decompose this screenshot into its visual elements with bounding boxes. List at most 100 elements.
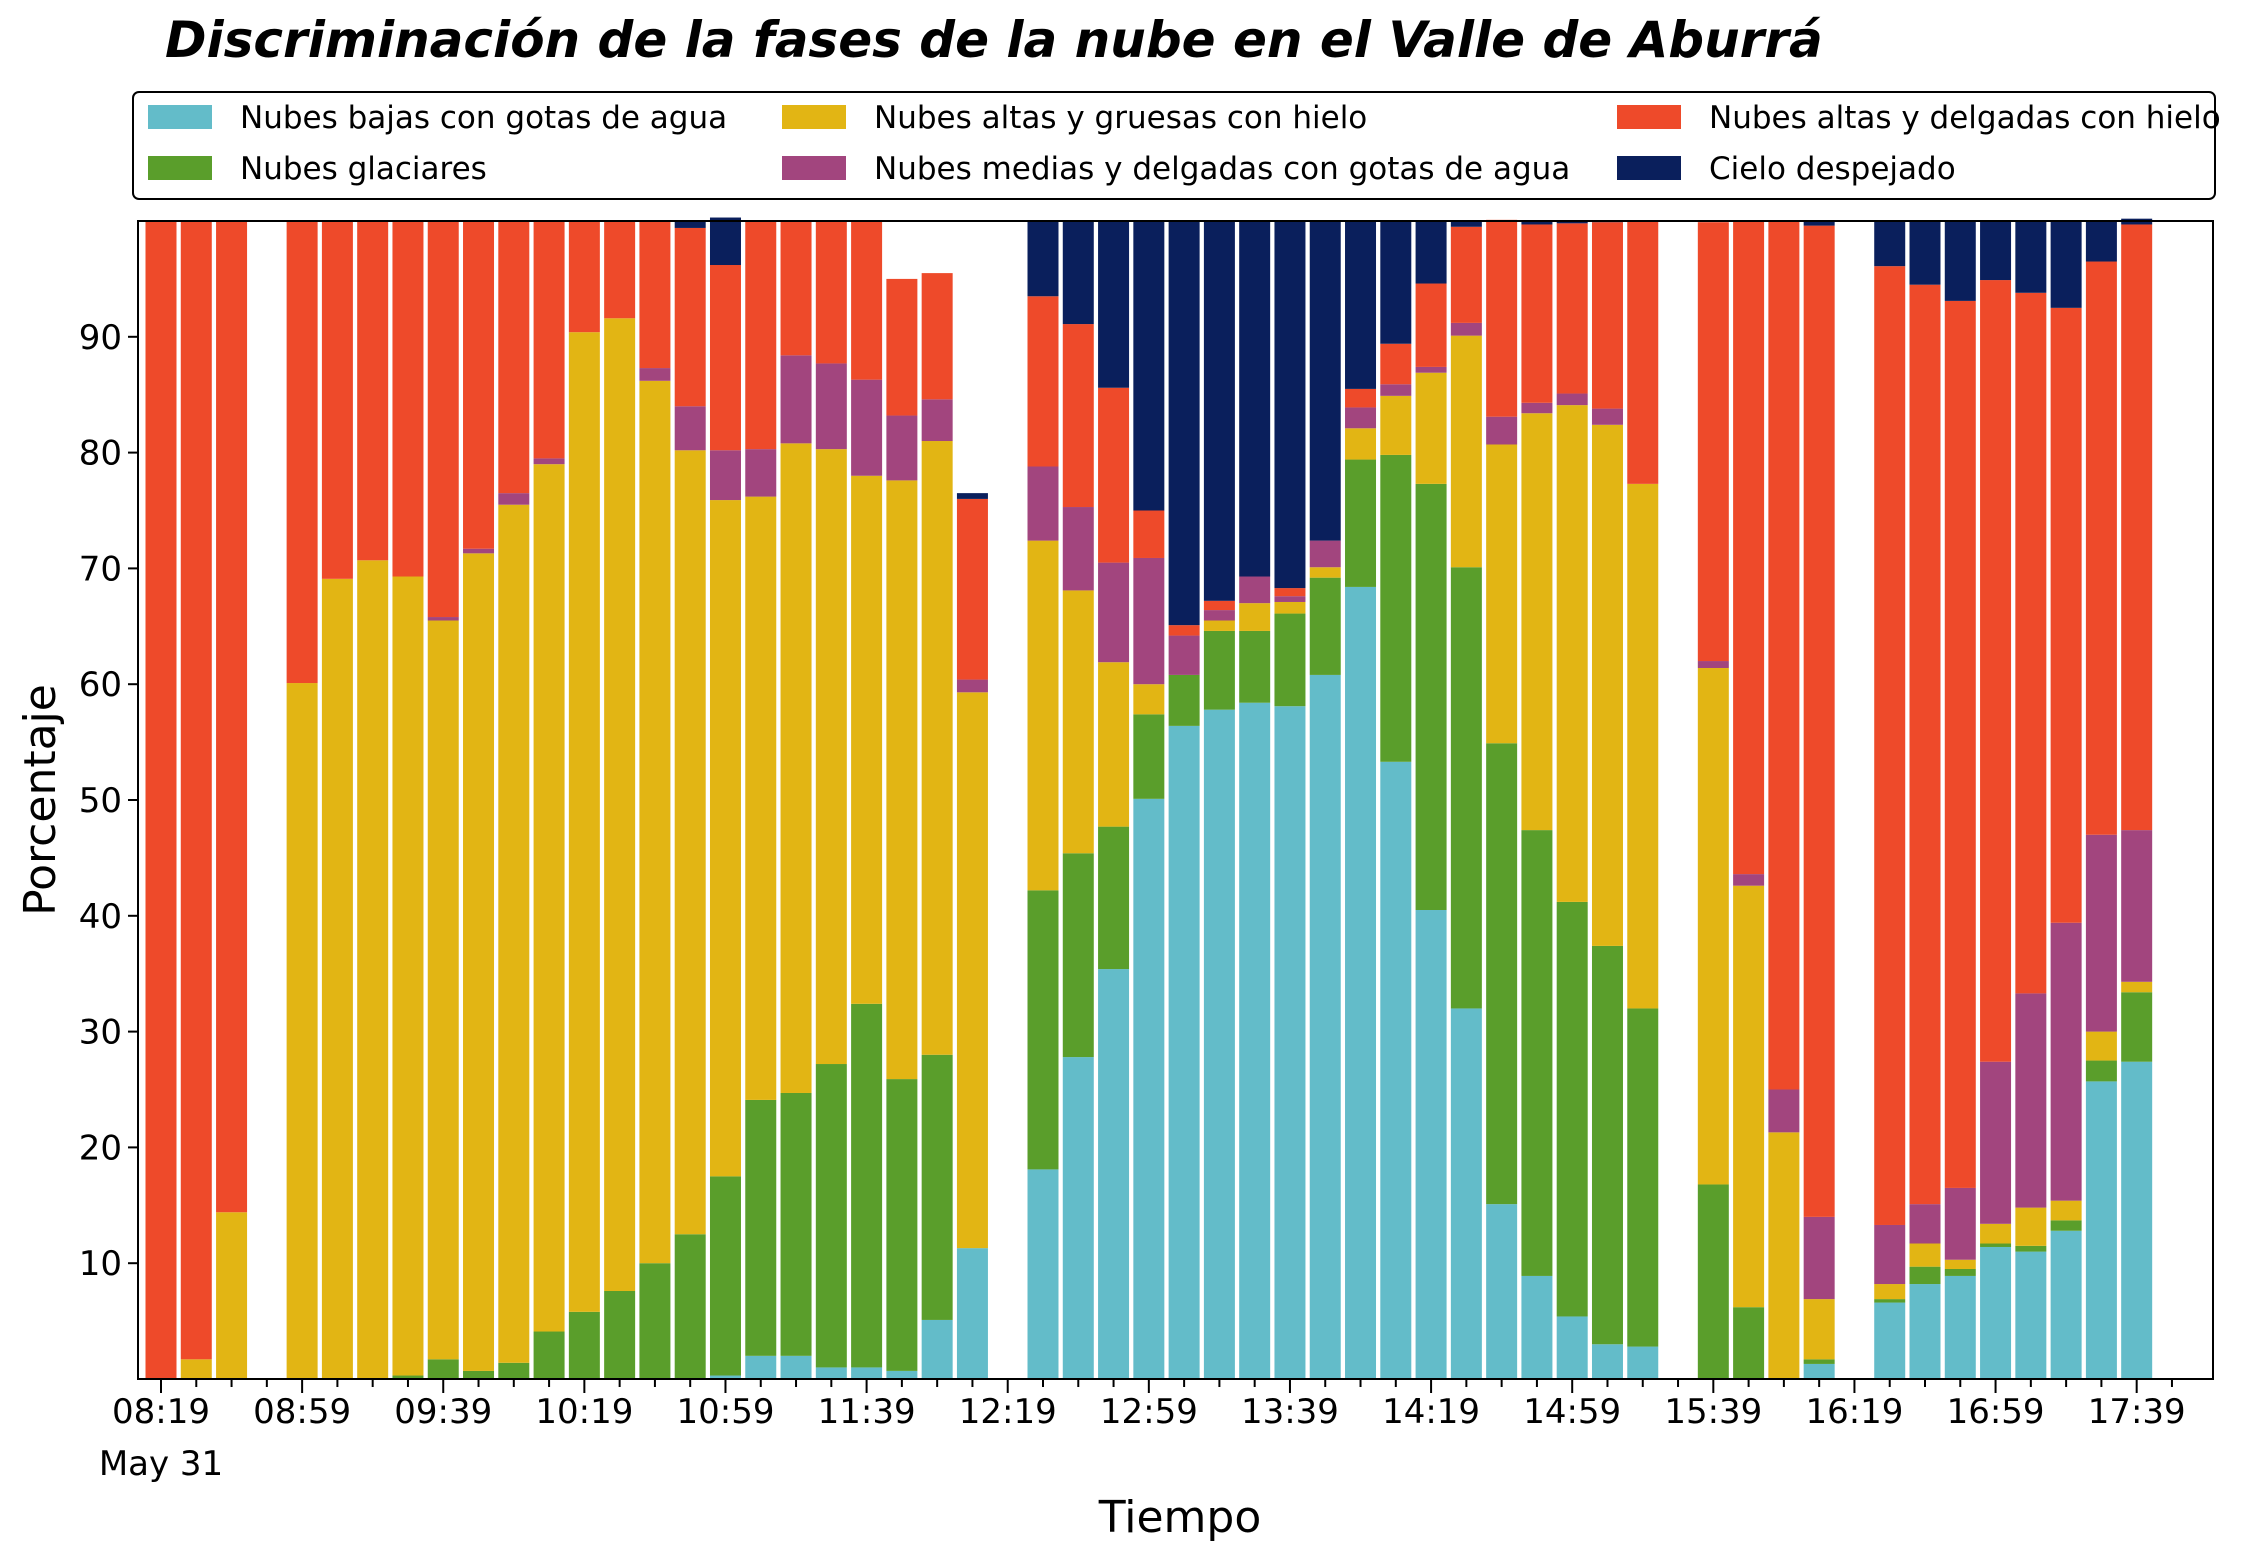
bar-segment xyxy=(180,221,212,1360)
bar-segment xyxy=(1027,466,1059,541)
bar-segment xyxy=(1309,221,1341,541)
bar-segment xyxy=(1944,1268,1976,1276)
bar-segment xyxy=(1697,661,1729,668)
bar-segment xyxy=(1239,603,1271,631)
bar-segment xyxy=(780,1355,812,1379)
bar-segment xyxy=(780,355,812,444)
legend-label: Nubes medias y delgadas con gotas de agu… xyxy=(874,151,1570,187)
bar-segment xyxy=(568,221,600,333)
bar-segment xyxy=(1803,1299,1835,1360)
bar-segment xyxy=(533,464,565,1332)
bar-segment xyxy=(815,449,847,1065)
bar-segment xyxy=(2050,307,2082,923)
bar-segment xyxy=(1874,1299,1906,1303)
bar-segment xyxy=(1874,1224,1906,1285)
bar-segment xyxy=(1133,221,1165,511)
bar-segment xyxy=(1203,221,1235,601)
bar-segment xyxy=(1450,226,1482,323)
bar-segment xyxy=(498,221,530,494)
bar-segment xyxy=(533,458,565,465)
bar-segment xyxy=(1944,1187,1976,1260)
bar-segment xyxy=(1697,667,1729,1185)
bar-segment xyxy=(886,480,918,1080)
bar-segment xyxy=(1733,885,1765,1308)
bar-segment xyxy=(815,1367,847,1379)
bar-segment xyxy=(1309,567,1341,578)
bar-segment xyxy=(1274,588,1306,597)
bar-segment xyxy=(1098,562,1130,663)
bar-segment xyxy=(1062,853,1094,1058)
bar-segment xyxy=(1521,224,1553,403)
bar-segment xyxy=(2121,830,2153,982)
bar-segment xyxy=(1380,395,1412,455)
y-tick-label: 10 xyxy=(79,1244,122,1284)
x-tick-label: 12:19 xyxy=(959,1392,1057,1432)
legend-swatch xyxy=(1617,105,1681,129)
bar-segment xyxy=(2121,224,2153,831)
bar-segment xyxy=(1486,1204,1518,1379)
bar-segment xyxy=(1274,601,1306,614)
bars xyxy=(145,217,2153,1379)
bar-segment xyxy=(1380,761,1412,1379)
bar-segment xyxy=(1874,1302,1906,1379)
bar-segment xyxy=(1168,725,1200,1379)
bar-segment xyxy=(463,553,495,1371)
bar-segment xyxy=(1309,540,1341,568)
bar-segment xyxy=(1239,221,1271,577)
legend-frame xyxy=(132,91,2216,200)
bar-segment xyxy=(815,1064,847,1368)
bar-segment xyxy=(1062,1057,1094,1379)
bar-segment xyxy=(1768,1132,1800,1379)
bar-segment xyxy=(851,1367,883,1379)
bar-segment xyxy=(1556,901,1588,1317)
bar-segment xyxy=(1345,407,1377,429)
bar-segment xyxy=(1274,596,1306,602)
bar-segment xyxy=(1168,221,1200,626)
bar-segment xyxy=(392,576,424,1376)
bar-segment xyxy=(1803,1216,1835,1300)
legend-swatch xyxy=(782,105,846,129)
bar-segment xyxy=(1944,1259,1976,1269)
bar-segment xyxy=(1980,1246,2012,1379)
bar-segment xyxy=(956,1248,988,1379)
bar-segment xyxy=(427,1359,459,1379)
bar-segment xyxy=(1733,221,1765,875)
bar-segment xyxy=(1803,1363,1835,1379)
bar-segment xyxy=(709,500,741,1177)
bar-segment xyxy=(1627,483,1659,1009)
bar-segment xyxy=(815,363,847,450)
bar-segment xyxy=(1380,343,1412,385)
bar-segment xyxy=(1309,577,1341,675)
bar-segment xyxy=(921,1054,953,1320)
bar-segment xyxy=(1380,221,1412,344)
bar-segment xyxy=(1380,384,1412,396)
bar-segment xyxy=(886,1370,918,1379)
bar-segment xyxy=(1944,1275,1976,1379)
bar-segment xyxy=(921,1319,953,1379)
bar-segment xyxy=(1733,874,1765,886)
bar-segment xyxy=(1203,630,1235,710)
bar-segment xyxy=(321,578,353,1379)
bar-segment xyxy=(1486,444,1518,744)
bar-segment xyxy=(1062,221,1094,325)
legend-swatch xyxy=(148,156,212,180)
bar-segment xyxy=(639,380,671,1264)
bar-segment xyxy=(1697,222,1729,662)
bar-segment xyxy=(1203,709,1235,1379)
bar-segment xyxy=(1591,222,1623,409)
bar-segment xyxy=(956,493,988,499)
x-tick-label: 08:19 xyxy=(112,1392,210,1432)
bar-segment xyxy=(392,1375,424,1379)
bar-segment xyxy=(1874,266,1906,1225)
bar-segment xyxy=(1309,674,1341,1379)
bar-segment xyxy=(321,221,353,579)
bar-segment xyxy=(1415,221,1447,284)
bar-segment xyxy=(1980,221,2012,281)
bar-segment xyxy=(2085,834,2117,1032)
bar-segment xyxy=(1556,221,1588,224)
bar-segment xyxy=(604,1290,636,1379)
bar-segment xyxy=(745,221,777,450)
bar-segment xyxy=(921,273,953,400)
bar-segment xyxy=(1521,402,1553,414)
bar-segment xyxy=(1450,567,1482,1009)
